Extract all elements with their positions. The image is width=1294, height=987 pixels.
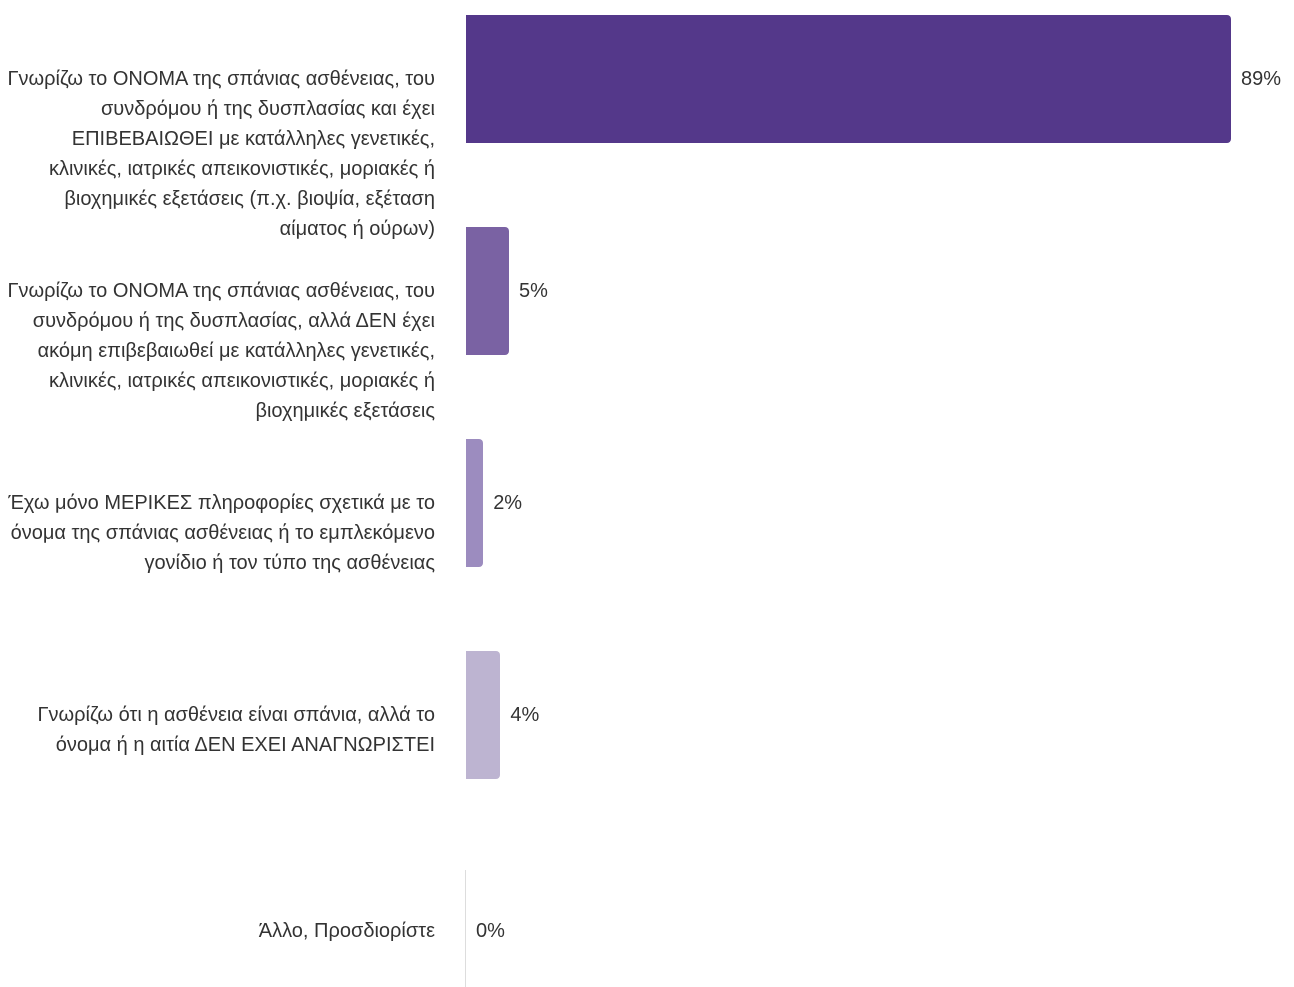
value-label: 5% [518, 280, 548, 302]
value-label: 89% [1241, 68, 1282, 90]
value-label: 4% [510, 704, 540, 726]
bar [466, 439, 484, 567]
category-label: Άλλο, Προσδιορίστε [258, 920, 435, 942]
category-label: Γνωρίζω το ΟΝΟΜΑ της σπάνιας ασθένειας, … [7, 280, 435, 422]
bar [466, 651, 501, 779]
axis-line [465, 870, 466, 987]
bar [466, 227, 509, 355]
category-label: Γνωρίζω το ΟΝΟΜΑ της σπάνιας ασθένειας, … [7, 68, 435, 240]
value-label: 0% [476, 920, 505, 942]
category-label: Έχω μόνο ΜΕΡΙΚΕΣ πληροφορίες σχετικά με … [8, 492, 435, 574]
value-label: 2% [493, 492, 523, 514]
bar [466, 15, 1231, 143]
category-label: Γνωρίζω ότι η ασθένεια είναι σπάνια, αλλ… [37, 704, 435, 756]
